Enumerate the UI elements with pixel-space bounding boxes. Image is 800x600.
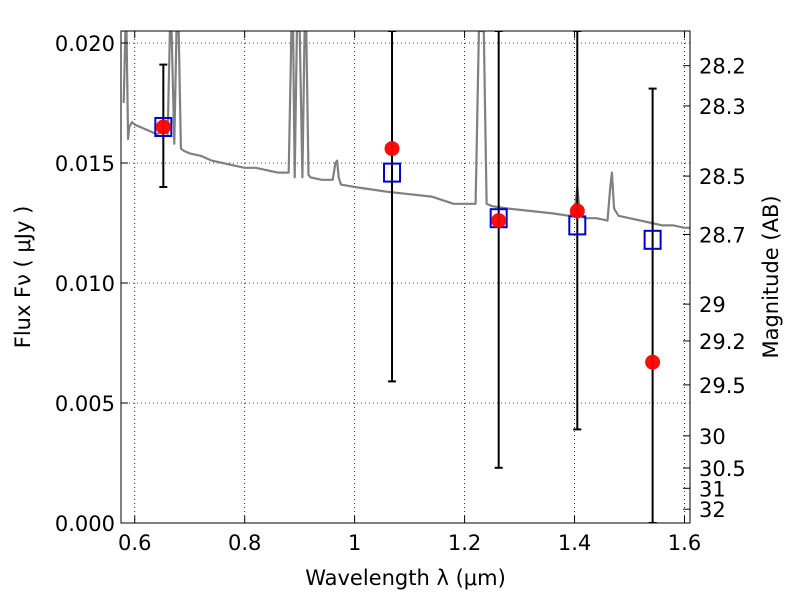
x-tick-label: 1.4 — [558, 531, 591, 555]
magnitude-tick-label: 30.5 — [699, 457, 746, 481]
observed-flux-point — [645, 354, 661, 370]
magnitude-tick-label: 32 — [699, 498, 726, 522]
magnitude-tick-label: 28.5 — [699, 165, 746, 189]
x-tick-label: 1 — [348, 531, 361, 555]
magnitude-tick-label: 29.2 — [699, 330, 746, 354]
model-photometry-square — [154, 117, 173, 137]
observed-flux-point — [491, 213, 507, 229]
x-tick-label: 1.6 — [668, 531, 701, 555]
observed-flux-point — [569, 203, 585, 219]
series-layer — [122, 31, 690, 523]
y-tick-label: 0.015 — [55, 152, 115, 176]
axes: 0.6 0.8 1 1.2 1.4 1.6 0.000 0.005 0.010 0.015 0.02… — [55, 31, 746, 555]
plot-frame — [120, 30, 691, 524]
x-tick-label: 0.6 — [118, 531, 151, 555]
y-tick-label: 0.000 — [55, 512, 115, 536]
x-tick-label: 0.8 — [228, 531, 261, 555]
y2-axis-label: Magnitude (AB) — [759, 195, 783, 358]
magnitude-tick-label: 28.7 — [699, 223, 746, 247]
observed-flux-point — [384, 141, 400, 157]
y-tick-label: 0.005 — [55, 392, 115, 416]
magnitude-tick-label: 28.3 — [699, 95, 746, 119]
observed-flux-point — [155, 119, 171, 135]
plot-background — [121, 31, 690, 523]
plot-area — [122, 31, 690, 523]
magnitude-tick-label: 29 — [699, 293, 726, 317]
y-axis-label: Flux Fν ( μJy ) — [11, 206, 35, 349]
magnitude-tick-label: 31 — [699, 477, 726, 501]
magnitude-tick-label: 28.2 — [699, 55, 746, 79]
magnitude-tick-label: 30 — [699, 425, 726, 449]
magnitude-tick-label: 29.5 — [699, 374, 746, 398]
x-tick-label: 1.2 — [448, 531, 481, 555]
x-axis-label: Wavelength λ (μm) — [305, 566, 506, 590]
model-photometry-square — [643, 229, 662, 250]
model-photometry-square — [383, 162, 402, 183]
y-tick-label: 0.020 — [55, 32, 115, 56]
y-tick-label: 0.010 — [55, 272, 115, 296]
